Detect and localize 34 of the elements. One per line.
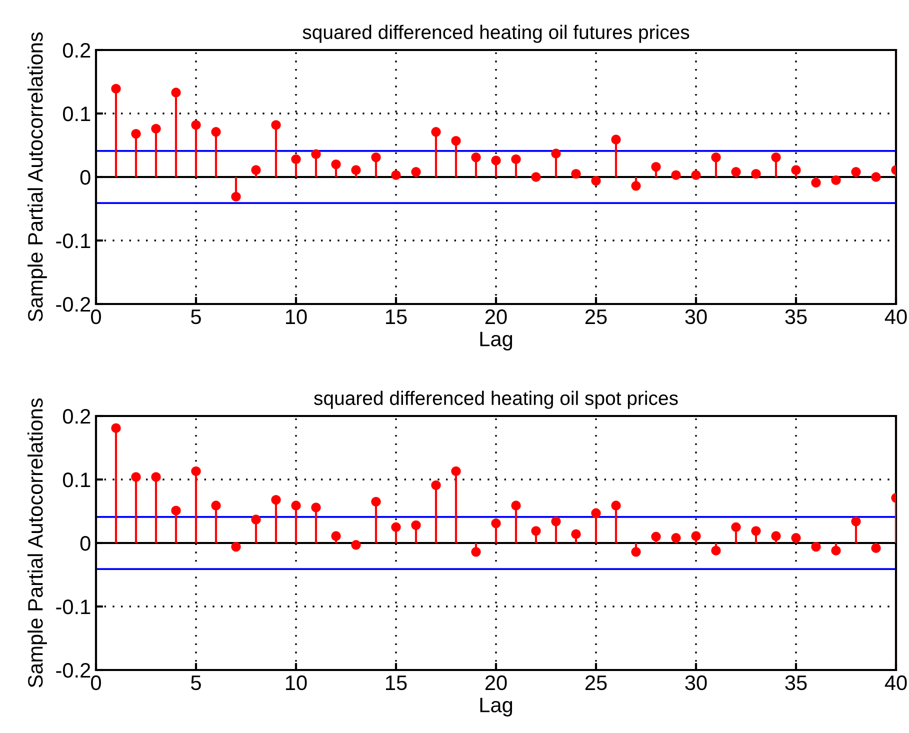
- chart-title: squared differenced heating oil spot prices: [314, 390, 678, 409]
- x-tick-label: 5: [191, 310, 201, 324]
- y-tick-label: 0: [80, 170, 90, 185]
- y-tick-label: -0.1: [56, 234, 90, 248]
- y-tick-label: 0.1: [62, 106, 90, 122]
- y-tick-label: 0: [80, 536, 90, 551]
- x-tick-label: 15: [386, 310, 407, 324]
- y-tick-label: -0.2: [56, 663, 90, 678]
- x-tick-label: 20: [485, 309, 507, 324]
- x-tick-label: 5: [191, 676, 201, 690]
- y-tick-label: 0.1: [62, 472, 90, 488]
- x-axis-title: Lag: [480, 698, 512, 716]
- x-tick-label: 30: [685, 309, 707, 324]
- y-tick-label: -0.2: [56, 297, 90, 312]
- x-tick-label: 40: [884, 675, 907, 690]
- y-axis-title: Sample Partial Autocorrelations: [27, 398, 47, 688]
- x-tick-label: 0: [91, 675, 101, 690]
- x-tick-label: 30: [685, 675, 707, 690]
- x-tick-label: 15: [386, 676, 407, 690]
- x-tick-label: 35: [785, 675, 807, 690]
- chart-title: squared differenced heating oil futures prices: [302, 24, 690, 43]
- x-tick-label: 35: [785, 309, 807, 324]
- y-tick-label: -0.1: [56, 600, 90, 614]
- y-axis-title: Sample Partial Autocorrelations: [27, 32, 47, 322]
- x-tick-label: 25: [585, 675, 607, 690]
- x-tick-label: 25: [585, 309, 607, 324]
- x-tick-label: 0: [91, 309, 101, 324]
- x-tick-label: 20: [485, 675, 507, 690]
- x-tick-label: 40: [884, 309, 907, 324]
- y-tick-label: 0.2: [62, 43, 90, 58]
- x-axis-title: Lag: [480, 332, 512, 350]
- y-tick-label: 0.2: [62, 409, 90, 424]
- x-tick-label: 10: [286, 309, 307, 324]
- x-tick-label: 10: [286, 675, 307, 690]
